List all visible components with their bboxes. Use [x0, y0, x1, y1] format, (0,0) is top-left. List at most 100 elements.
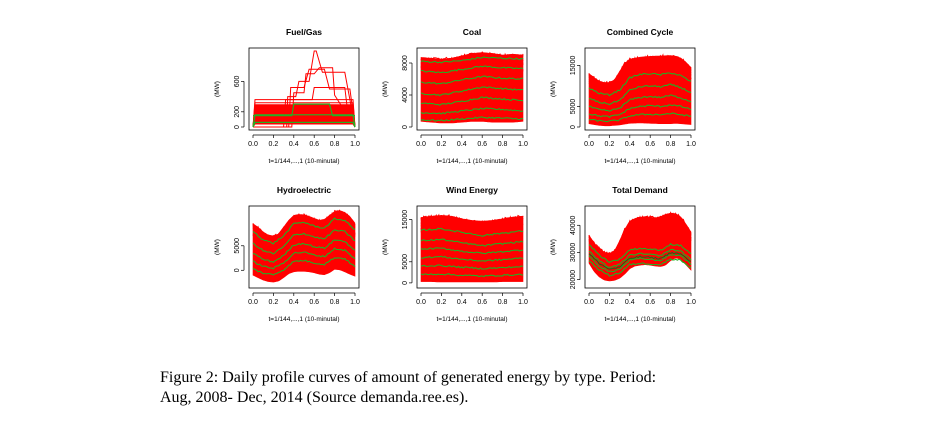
coal-y-label: (MW) [382, 81, 389, 97]
coal-plot-area [420, 50, 524, 124]
coal-frame [416, 47, 528, 131]
hydroelectric-x-tick-label: 0.4 [289, 299, 299, 306]
combined-cycle-series-2 [588, 94, 692, 112]
coal-curve [420, 51, 524, 74]
wind-energy-series-0 [420, 227, 524, 237]
wind-energy-series-3 [420, 255, 524, 262]
fuel-gas-green-curve [252, 121, 356, 128]
total-demand-curve [588, 213, 692, 260]
coal-x-tick-label: 0.0 [416, 141, 426, 148]
wind-energy-title: Wind Energy [446, 185, 498, 195]
total-demand-series-2 [588, 253, 692, 273]
coal-series-3 [420, 86, 524, 97]
panel-wind-energy: Wind Energy 0.0 0.2 0.4 0.6 0.8 1.0 t=1/144,...… [382, 185, 528, 323]
hydroelectric-curve [252, 209, 356, 247]
total-demand-series-1 [588, 248, 692, 268]
total-demand-title: Total Demand [612, 185, 668, 195]
hydroelectric-y-tick-label: 5000 [234, 238, 241, 254]
total-demand-x-tick-label: 0.0 [584, 299, 594, 306]
panel-fuel-gas: Fuel/Gas 0.0 0.2 0.4 0.6 0.8 1.0 t=1/144,...,1 … [214, 27, 360, 165]
fuel-gas-green-curve [253, 103, 355, 117]
wind-energy-frame [416, 205, 528, 289]
wind-energy-x-tick-label: 0.4 [457, 299, 467, 306]
total-demand-x-tick-label: 0.8 [666, 299, 676, 306]
combined-cycle-x-tick-label: 0.2 [605, 141, 615, 148]
total-demand-curve [588, 213, 692, 257]
panel-total-demand: Total Demand 0.0 0.2 0.4 0.6 0.8 1.0 t=1/144,..… [550, 185, 696, 323]
fuel-gas-x-label: t=1/144,...,1 (10-minutal) [269, 158, 340, 165]
total-demand-y-label: (MW) [550, 239, 557, 255]
caption-line-2: Aug, 2008- Dec, 2014 (Source demanda.ree… [160, 389, 469, 406]
combined-cycle-series-3 [588, 104, 692, 119]
hydroelectric-curve [252, 212, 356, 244]
fuel-gas-y-tick-label: 0 [234, 125, 241, 129]
combined-cycle-series-4 [589, 112, 692, 123]
combined-cycle-y-tick-label: 15000 [570, 56, 577, 76]
wind-energy-x-tick-label: 0.6 [477, 299, 487, 306]
combined-cycle-frame [584, 47, 696, 131]
fuel-gas-y-label: (MW) [214, 81, 221, 97]
wind-energy-curve [420, 214, 524, 237]
fuel-gas-x-tick-label: 0.0 [248, 141, 258, 148]
coal-series-2 [420, 75, 524, 85]
coal-x-label: t=1/144,...,1 (10-minutal) [437, 158, 508, 165]
coal-curve [420, 52, 524, 73]
combined-cycle-x-tick-label: 0.6 [645, 141, 655, 148]
wind-energy-y-tick-label: 5000 [402, 254, 409, 270]
coal-title: Coal [463, 27, 481, 37]
fuel-gas-y-tick-label: 600 [234, 75, 241, 87]
combined-cycle-x-tick-label: 0.4 [625, 141, 635, 148]
combined-cycle-curve [588, 56, 692, 94]
coal-x-tick-label: 1.0 [518, 141, 528, 148]
combined-cycle-curve [588, 54, 692, 93]
wind-energy-series-2 [420, 247, 524, 255]
coal-x-tick-label: 0.8 [498, 141, 508, 148]
fuel-gas-frame [248, 47, 360, 131]
total-demand-y-tick-label: 30000 [570, 243, 577, 263]
hydroelectric-y-tick-label: 0 [234, 268, 241, 272]
wind-energy-curve [420, 214, 524, 235]
total-demand-series-3 [588, 258, 692, 277]
wind-energy-series-5 [420, 273, 524, 278]
combined-cycle-series-0 [588, 72, 692, 97]
total-demand-x-tick-label: 0.2 [605, 299, 615, 306]
combined-cycle-plot-area [588, 53, 692, 127]
total-demand-x-label: t=1/144,...,1 (10-minutal) [605, 316, 676, 323]
combined-cycle-x-label: t=1/144,...,1 (10-minutal) [605, 158, 676, 165]
hydroelectric-x-tick-label: 0.6 [309, 299, 319, 306]
combined-cycle-y-tick-label: 0 [570, 125, 577, 129]
combined-cycle-curve [588, 53, 692, 93]
total-demand-x-tick-label: 0.4 [625, 299, 635, 306]
coal-series-1 [421, 65, 524, 74]
wind-energy-plot-area [420, 213, 524, 283]
hydroelectric-curve [252, 211, 356, 248]
combined-cycle-x-tick-label: 0.0 [584, 141, 594, 148]
fuel-gas-green-curve [252, 114, 356, 128]
hydroelectric-frame [248, 205, 360, 289]
fuel-gas-plot-area [252, 50, 356, 128]
combined-cycle-title: Combined Cycle [607, 27, 674, 37]
coal-series-6 [420, 116, 523, 122]
hydroelectric-series-2 [252, 239, 356, 263]
fuel-gas-x-tick-label: 0.6 [309, 141, 319, 148]
total-demand-plot-area [588, 211, 692, 282]
combined-cycle-curve [588, 55, 692, 90]
total-demand-frame [584, 205, 696, 289]
caption-line-1: Figure 2: Daily profile curves of amount… [160, 369, 657, 386]
coal-series-4 [420, 96, 524, 106]
wind-energy-x-label: t=1/144,...,1 (10-minutal) [437, 316, 508, 323]
wind-energy-series-1 [420, 238, 524, 247]
combined-cycle-x-tick-label: 1.0 [686, 141, 696, 148]
hydroelectric-series-4 [252, 257, 356, 276]
hydroelectric-x-tick-label: 0.2 [269, 299, 279, 306]
total-demand-x-tick-label: 0.6 [645, 299, 655, 306]
total-demand-y-tick-label: 40000 [570, 215, 577, 235]
total-demand-curve [588, 213, 692, 259]
combined-cycle-series-1 [588, 83, 692, 106]
combined-cycle-curve [588, 54, 692, 92]
fuel-gas-title: Fuel/Gas [286, 27, 322, 37]
figure-caption: Figure 2: Daily profile curves of amount… [160, 368, 800, 408]
total-demand-series-4 [588, 251, 692, 270]
wind-energy-series-4 [420, 264, 524, 270]
